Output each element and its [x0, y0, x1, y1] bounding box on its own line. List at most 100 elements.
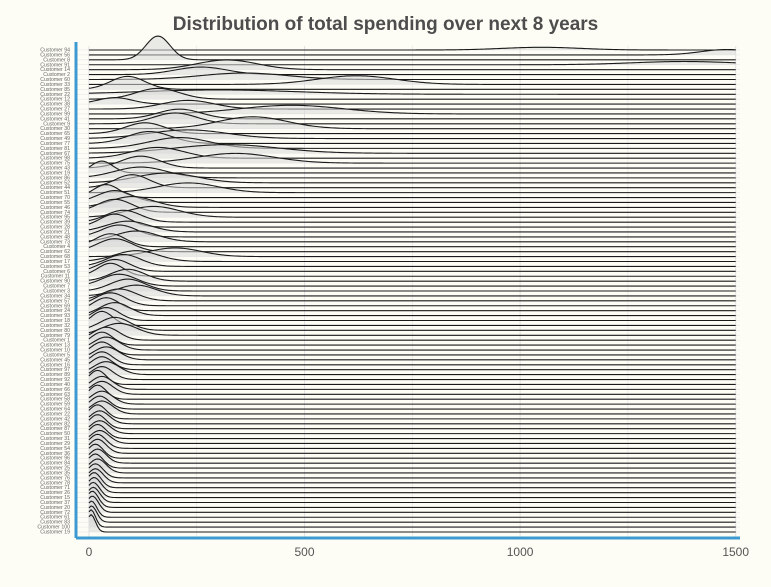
- ridge-series: [88, 297, 736, 312]
- ridge-area: [88, 182, 736, 193]
- ridge-line: [88, 423, 736, 440]
- ridge-series: [88, 213, 736, 228]
- ridge-line: [88, 490, 736, 508]
- y-tick-label: Customer 15: [40, 495, 70, 501]
- y-tick-label: Customer 77: [40, 141, 70, 147]
- ridge-series: [88, 384, 736, 400]
- ridge-line: [88, 400, 736, 415]
- ridge-line: [88, 453, 736, 469]
- ridge-line: [88, 414, 736, 430]
- y-tick-label: Customer 28: [40, 225, 70, 231]
- y-tick-label: Customer 53: [40, 264, 70, 270]
- y-tick-label: Customer 69: [40, 303, 70, 309]
- ridge-line: [88, 433, 736, 449]
- ridge-line: [88, 384, 736, 400]
- y-tick-label: Customer 19: [40, 530, 70, 536]
- ridge-series: [88, 316, 736, 331]
- y-tick-label: Customer 32: [40, 323, 70, 329]
- ridge-line: [88, 390, 736, 405]
- ridge-line: [88, 438, 736, 454]
- y-tick-label: Customer 92: [40, 377, 70, 383]
- ridge-series: [88, 468, 736, 484]
- ridge-line: [88, 196, 736, 208]
- ridge-line: [88, 278, 736, 292]
- ridge-area: [88, 75, 736, 85]
- y-tick-label: Customer 20: [40, 505, 70, 511]
- ridge-series: [88, 351, 736, 366]
- ridge-series: [88, 400, 736, 415]
- y-tick-label: Customer 3: [43, 289, 70, 295]
- ridge-area: [88, 67, 736, 75]
- ridge-series: [88, 490, 736, 508]
- ridge-series: [88, 509, 736, 528]
- y-tick-label: Customer 26: [40, 490, 70, 496]
- y-tick-label: Customer 65: [40, 131, 70, 137]
- ridge-line: [88, 155, 736, 169]
- y-tick-label: Customer 18: [40, 318, 70, 324]
- ridge-line: [88, 233, 736, 248]
- ridge-series: [88, 205, 736, 218]
- ridge-series: [88, 273, 736, 287]
- y-tick-label: Customer 46: [40, 205, 70, 211]
- y-tick-label: Customer 83: [40, 520, 70, 526]
- ridge-area: [88, 250, 736, 262]
- ridge-series: [88, 505, 736, 523]
- y-tick-label: Customer 11: [41, 274, 70, 280]
- ridge-series: [88, 59, 736, 71]
- ridge-series: [88, 146, 736, 159]
- ridge-line: [88, 72, 736, 81]
- ridge-line: [88, 146, 736, 159]
- ridge-series: [88, 184, 736, 199]
- ridge-line: [88, 404, 736, 420]
- ridge-line: [88, 288, 736, 302]
- ridge-line: [88, 458, 736, 474]
- ridge-series: [88, 375, 736, 390]
- ridge-series: [88, 292, 736, 307]
- ridge-line: [88, 310, 736, 326]
- ridge-series: [88, 116, 736, 130]
- y-tick-label: Customer 35: [40, 470, 70, 476]
- ridge-series: [88, 326, 736, 341]
- y-tick-label: Customer 42: [40, 416, 70, 422]
- ridge-area: [88, 254, 736, 267]
- ridge-line: [88, 322, 736, 336]
- ridge-series: [88, 306, 736, 322]
- ridge-series: [88, 182, 736, 194]
- y-tick-label: Customer 44: [40, 185, 70, 191]
- ridge-line: [88, 136, 736, 149]
- y-tick-label: Customer 98: [40, 156, 70, 162]
- ridge-line: [88, 144, 736, 154]
- ridge-line: [88, 302, 736, 317]
- ridge-series: [88, 500, 736, 518]
- ridge-line: [88, 152, 736, 164]
- y-tick-label: Customer 7: [43, 284, 70, 290]
- y-tick-label: Customer 52: [40, 180, 70, 186]
- ridge-line: [88, 509, 736, 528]
- ridge-line: [88, 75, 736, 85]
- ridge-area: [88, 144, 736, 154]
- y-tick-label: Customer 17: [40, 259, 70, 265]
- ridge-area: [88, 285, 736, 296]
- ridge-series: [88, 155, 736, 169]
- ridge-line: [88, 326, 736, 341]
- ridge-line: [88, 230, 736, 243]
- ridge-layer: [88, 35, 736, 533]
- y-tick-label: Customer 38: [40, 102, 70, 108]
- y-tick-label: Customer 19: [40, 170, 70, 176]
- ridge-area: [88, 231, 736, 242]
- ridge-line: [88, 172, 736, 184]
- ridge-series: [88, 463, 736, 479]
- y-tick-label: Customer 64: [40, 407, 70, 413]
- ridge-line: [88, 505, 736, 523]
- ridge-line: [88, 48, 736, 56]
- y-tick-label: Customer 31: [40, 436, 70, 442]
- x-tick-label: 1000: [507, 545, 534, 559]
- y-tick-label: Customer 82: [40, 421, 70, 427]
- ridge-series: [88, 268, 736, 282]
- y-tick-label: Customer 25: [40, 466, 70, 472]
- ridge-area: [88, 88, 736, 100]
- y-tick-label: Customer 22: [40, 411, 70, 417]
- ridge-line: [88, 395, 736, 410]
- ridge-line: [88, 297, 736, 312]
